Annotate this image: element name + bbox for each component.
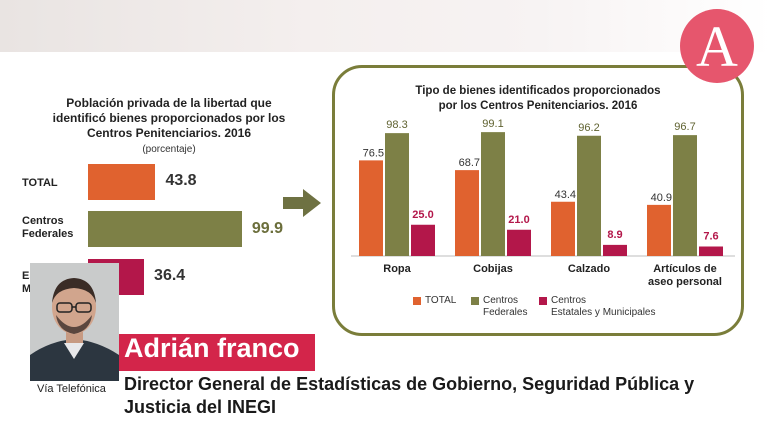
right-chart-title: Tipo de bienes identificados proporciona… [335, 84, 741, 114]
arrow-right-icon [283, 189, 321, 217]
legend-swatch [471, 297, 479, 305]
right-title-line: Tipo de bienes identificados proporciona… [415, 85, 661, 97]
hbar-value-total: 43.8 [165, 172, 197, 189]
hbar-label-line: TOTAL [22, 177, 58, 189]
hbar-label-total: TOTAL [22, 177, 58, 190]
legend-swatch [413, 297, 421, 305]
name-banner [119, 334, 315, 371]
legend-label-line: TOTAL [425, 295, 457, 306]
data-label-1-3: 96.7 [674, 121, 695, 133]
data-label-1-0: 98.3 [386, 119, 407, 131]
right-chart-box: Tipo de bienes identificados proporciona… [332, 65, 744, 336]
hbar-value-federales: 99.9 [251, 220, 283, 237]
left-chart-subtitle: (porcentaje) [142, 144, 196, 155]
left-chart-title: Población privada de la libertad que ide… [38, 96, 300, 141]
brand-logo: A [680, 9, 754, 83]
right-title-line: por los Centros Penitenciarios. 2016 [438, 100, 638, 112]
data-label-0-0: 76.5 [363, 147, 384, 159]
bar-2-2 [603, 244, 627, 256]
speaker-role: Director General de Estadísticas de Gobi… [124, 374, 695, 417]
data-label-0-3: 40.9 [651, 192, 672, 204]
top-background-band [0, 0, 772, 52]
data-label-2-2: 8.9 [607, 229, 622, 241]
bar-2-3 [699, 246, 723, 256]
data-label-1-2: 96.2 [578, 122, 599, 134]
call-caption: Vía Telefónica [37, 383, 106, 395]
hbar-label-line: Federales [22, 228, 74, 240]
left-title-line: Población privada de la libertad que [66, 96, 272, 110]
legend-label-line: Centros [551, 295, 587, 306]
hbar-value-estatales: 36.4 [154, 267, 186, 284]
bar-1-1 [481, 132, 505, 256]
data-label-0-1: 68.7 [459, 157, 480, 169]
bar-1-0 [385, 133, 409, 256]
data-label-0-2: 43.4 [555, 189, 576, 201]
data-label-2-0: 25.0 [412, 209, 433, 221]
bar-2-1 [507, 229, 531, 256]
hbar-label-federales: Centros Federales [22, 215, 73, 241]
category-label-1: Cobijas [473, 263, 513, 275]
bar-0-1 [455, 170, 479, 256]
bar-1-2 [577, 135, 601, 256]
speaker-name: Adrián franco [124, 333, 300, 363]
left-title-line: identificó bienes proporcionados por los [52, 111, 286, 125]
category-label-3: aseo personal [648, 276, 722, 288]
bar-0-0 [359, 160, 383, 256]
grouped-bar-chart: 76.5 98.3 25.0 Ropa 68.7 99.1 21.0 Cobijas 43.4 9… [351, 118, 735, 288]
bar-0-3 [647, 204, 671, 256]
speaker-photo [30, 263, 119, 381]
legend-label-line: Estatales y Municipales [551, 307, 656, 318]
data-label-2-1: 21.0 [508, 214, 529, 226]
category-label-2: Calzado [568, 263, 610, 275]
legend-label-line: Centros [483, 295, 519, 306]
legend-label-line: Federales [483, 307, 528, 318]
hbar-total [88, 164, 156, 200]
left-title-line: Centros Penitenciarios. 2016 [86, 126, 252, 140]
bar-1-3 [673, 135, 697, 256]
data-label-2-3: 7.6 [703, 231, 718, 243]
bar-2-0 [411, 224, 435, 256]
legend-swatch [539, 297, 547, 305]
category-label-0: Ropa [383, 263, 411, 275]
hbar-federales [88, 211, 242, 247]
speaker-portrait-image [30, 263, 119, 381]
category-label-3: Artículos de [653, 263, 717, 275]
bar-0-2 [551, 201, 575, 256]
hbar-label-line: Centros [22, 215, 64, 227]
data-label-1-1: 99.1 [482, 118, 503, 130]
